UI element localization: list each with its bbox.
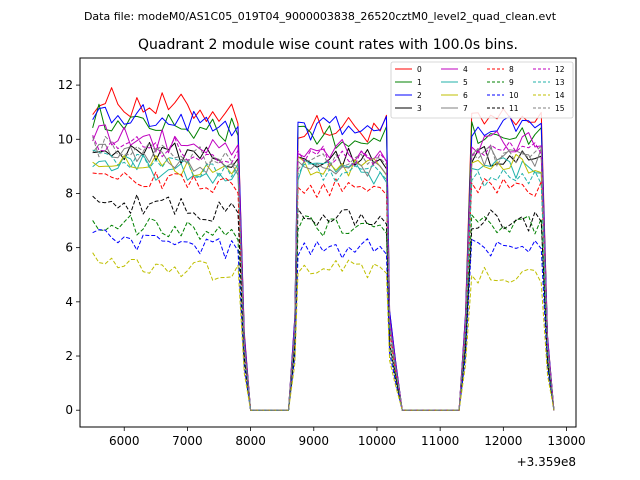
x-axis: 6000 7000 8000 9000 10000 11000 12000 13000 (109, 427, 586, 448)
y-tick-label: 4 (65, 295, 73, 309)
series-line-11 (92, 194, 555, 411)
legend-label-12: 12 (555, 65, 565, 74)
series-line-15 (92, 136, 555, 411)
legend-label-8: 8 (509, 65, 514, 74)
y-tick-label: 0 (65, 403, 73, 417)
series-line-9 (92, 214, 555, 411)
legend-label-6: 6 (463, 91, 468, 100)
legend-label-7: 7 (463, 104, 468, 113)
x-tick-label: 9000 (299, 434, 330, 448)
x-tick-label: 6000 (109, 434, 140, 448)
series-line-5 (92, 154, 555, 411)
series-line-2 (92, 104, 555, 411)
legend-label-9: 9 (509, 78, 514, 87)
legend-box (390, 61, 574, 119)
chart-title: Quadrant 2 module wise count rates with … (138, 37, 518, 53)
x-tick-label: 12000 (484, 434, 522, 448)
data-file-suptitle: Data file: modeM0/AS1C05_019T04_90000038… (84, 10, 557, 23)
legend-label-1: 1 (417, 78, 422, 87)
legend-label-14: 14 (555, 91, 565, 100)
x-tick-label: 7000 (172, 434, 203, 448)
x-axis-offset-label: +3.359e8 (517, 455, 576, 469)
legend-label-3: 3 (417, 104, 422, 113)
legend-label-15: 15 (555, 104, 565, 113)
legend-label-2: 2 (417, 91, 422, 100)
y-tick-label: 2 (65, 349, 73, 363)
series-line-14 (92, 252, 555, 411)
legend-label-11: 11 (509, 104, 519, 113)
series-line-12 (92, 134, 555, 411)
x-tick-label: 11000 (421, 434, 459, 448)
y-tick-label: 8 (65, 186, 73, 200)
y-tick-label: 10 (58, 132, 73, 146)
legend-label-10: 10 (509, 91, 519, 100)
series-line-8 (92, 171, 555, 411)
legend-label-4: 4 (463, 65, 468, 74)
series-line-10 (92, 229, 555, 411)
series-line-13 (92, 149, 555, 411)
legend-label-0: 0 (417, 65, 422, 74)
series-line-1 (92, 103, 555, 411)
series-line-6 (92, 153, 555, 411)
y-tick-label: 12 (58, 78, 73, 92)
x-tick-label: 10000 (358, 434, 396, 448)
series-line-7 (92, 143, 555, 411)
x-tick-label: 13000 (547, 434, 585, 448)
y-axis: 0 2 4 6 8 10 12 (58, 78, 80, 417)
legend-label-13: 13 (555, 78, 565, 87)
series-layer (92, 87, 555, 411)
y-tick-label: 6 (65, 241, 73, 255)
x-tick-label: 8000 (235, 434, 266, 448)
legend-label-5: 5 (463, 78, 468, 87)
plot-frame (79, 57, 577, 428)
